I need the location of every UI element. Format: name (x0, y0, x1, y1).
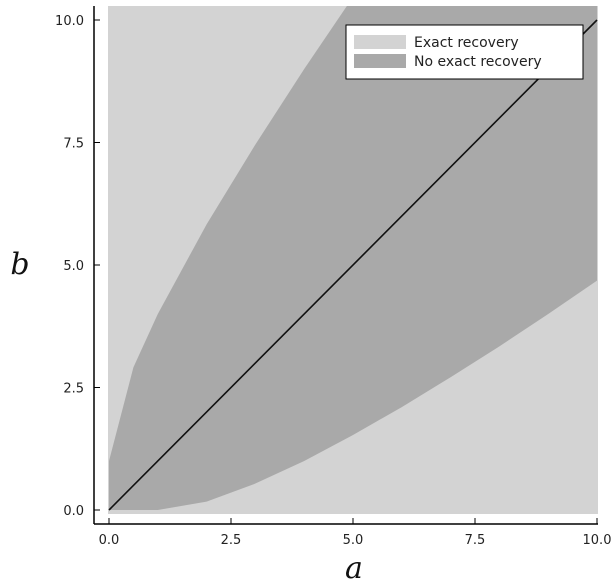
legend-swatch-exact-recovery (354, 35, 406, 49)
x-tick-label: 10.0 (583, 533, 612, 548)
y-ticks: 0.0 2.5 5.0 7.5 10.0 (55, 14, 100, 519)
y-axis-label: b (10, 247, 29, 282)
no-exact-recovery-region (109, 6, 597, 510)
x-ticks: 0.0 2.5 5.0 7.5 10.0 (99, 518, 612, 548)
x-axis-label: a (345, 551, 363, 586)
y-tick-label: 5.0 (63, 259, 84, 274)
legend: Exact recovery No exact recovery (345, 24, 584, 80)
legend-label-no-exact-recovery: No exact recovery (414, 54, 542, 70)
legend-label-exact-recovery: Exact recovery (414, 35, 519, 51)
x-tick-label: 2.5 (221, 533, 242, 548)
legend-swatch-no-exact-recovery (354, 54, 406, 68)
x-tick-label: 5.0 (343, 533, 364, 548)
y-tick-label: 2.5 (63, 382, 84, 397)
y-tick-label: 0.0 (63, 504, 84, 519)
diagonal-line (108, 19, 598, 511)
x-tick-label: 7.5 (465, 533, 486, 548)
plot-area (108, 6, 598, 514)
x-tick-label: 0.0 (99, 533, 120, 548)
legend-box (345, 24, 584, 80)
y-tick-label: 10.0 (55, 14, 84, 29)
y-tick-label: 7.5 (63, 137, 84, 152)
